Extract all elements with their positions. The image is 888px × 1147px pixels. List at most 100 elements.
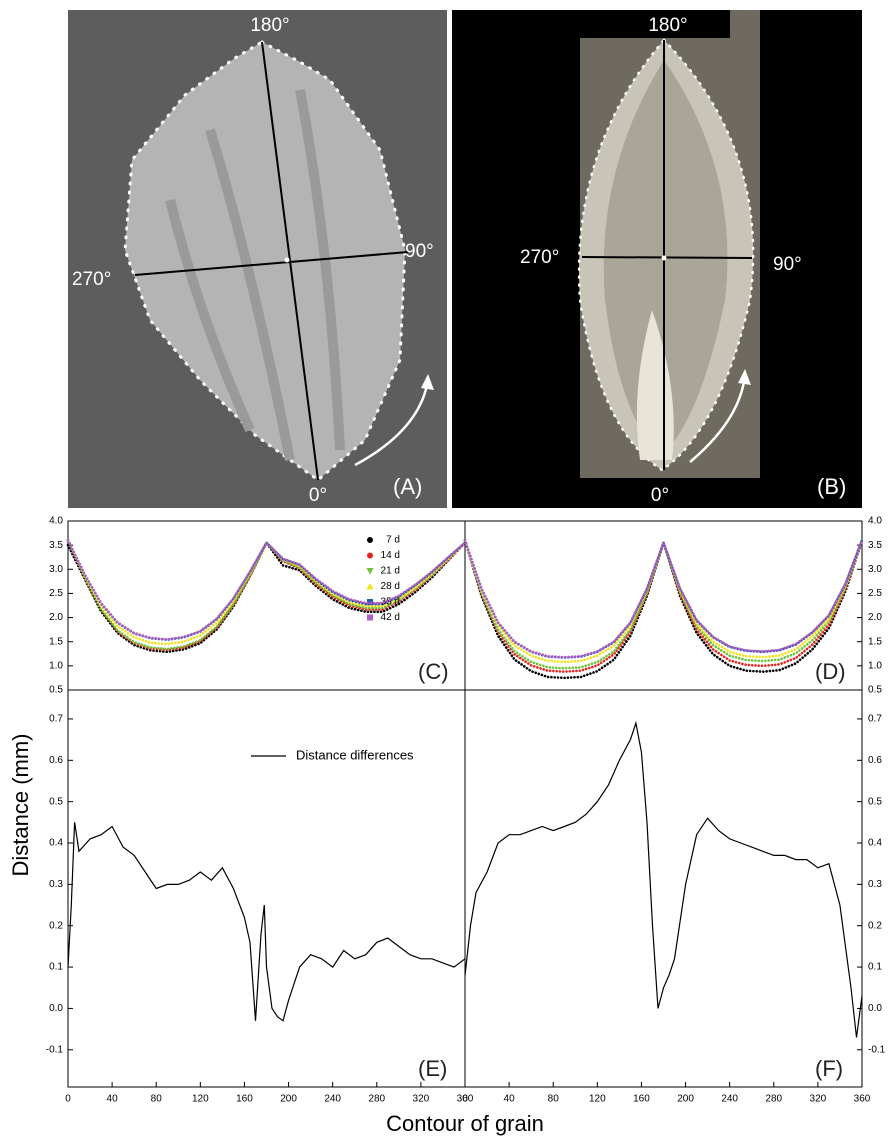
legend-marker [367,537,373,543]
grain-a-ridges [165,89,345,461]
legend-label: Distance differences [296,747,414,762]
y-tick-label: 1.5 [868,636,882,647]
angle-label: 90° [405,241,434,262]
y-tick-label: 0.5 [868,685,882,696]
x-tick-label: 0 [65,1094,71,1105]
angle-label: 0° [651,485,669,506]
plot-frame [67,520,466,691]
angle-label: 0° [309,485,327,506]
y-tick-label: 4.0 [868,516,882,527]
y-tick-label: 1.0 [868,660,882,671]
y-tick-label: 3.5 [868,540,882,551]
x-tick-label: 280 [368,1094,385,1105]
series-line [463,538,864,670]
y-axis-label: Distance (mm) [8,733,33,876]
y-tick-label: 0.3 [49,879,63,890]
series-line [463,538,864,659]
x-tick-label: 280 [765,1094,782,1105]
y-tick-label: 0.7 [868,714,882,725]
angle-label: 270° [72,269,111,290]
panel-label: (A) [393,474,422,499]
photo-b-strip [730,10,760,40]
legend-marker [367,614,373,621]
angle-label: 180° [648,15,687,36]
center-b [661,255,667,261]
y-tick-label: 0.1 [868,962,882,973]
x-tick-label: 80 [548,1094,560,1105]
legend-label: 28 d [381,581,400,592]
arrow-b [689,374,747,463]
y-tick-label: 3.0 [868,564,882,575]
panel-label: (E) [418,1056,447,1081]
x-tick-label: 200 [280,1094,297,1105]
y-tick-label: 3.0 [49,564,63,575]
series-line [66,540,467,654]
series-line [66,539,467,642]
x-tick-label: 360 [854,1094,871,1105]
y-tick-label: -0.1 [46,1044,64,1055]
y-tick-label: 0.7 [49,714,63,725]
y-tick-label: -0.1 [868,1044,886,1055]
panel-label: (D) [815,659,846,684]
series-line [463,538,864,664]
legend-marker [366,583,374,590]
legend-marker [366,568,374,575]
x-tick-label: 40 [107,1094,119,1105]
x-tick-label: 360 [457,1094,474,1105]
axis-line-a [134,251,409,276]
legend-label: 14 d [381,550,400,561]
y-tick-label: 0.2 [49,920,63,931]
x-tick-label: 160 [236,1094,253,1105]
y-tick-label: 0.6 [868,755,882,766]
y-tick-label: 1.0 [49,660,63,671]
y-tick-label: 2.5 [868,588,882,599]
y-tick-label: 4.0 [49,516,63,527]
legend-label: 7 d [386,535,400,546]
panel-label: (F) [815,1056,843,1081]
angle-label: 180° [250,15,289,36]
axis-line-b [581,256,753,259]
panel-label: (C) [418,659,449,684]
legend-label: 21 d [381,566,400,577]
y-tick-label: 3.5 [49,540,63,551]
x-tick-label: 0 [462,1094,468,1105]
center-a [284,257,290,263]
y-tick-label: 0.4 [868,838,882,849]
legend-label: 42 d [381,612,400,623]
y-tick-label: 0.5 [49,685,63,696]
y-tick-label: 0.5 [49,796,63,807]
series-line [67,822,466,1022]
legend-marker [367,552,373,559]
y-tick-label: 2.0 [49,612,63,623]
y-tick-label: 0.6 [49,755,63,766]
x-tick-label: 240 [721,1094,738,1105]
arrow-b-head [738,369,751,385]
x-tick-label: 40 [504,1094,516,1105]
y-tick-label: 1.5 [49,636,63,647]
y-tick-label: 0.4 [49,838,63,849]
x-tick-label: 120 [589,1094,606,1105]
x-tick-label: 240 [324,1094,341,1105]
y-tick-label: 0.5 [868,796,882,807]
x-tick-label: 120 [192,1094,209,1105]
y-tick-label: 0.0 [868,1003,882,1014]
plot-frame [464,689,863,1088]
x-tick-label: 200 [677,1094,694,1105]
panel-label: (B) [817,474,846,499]
series-line [464,720,863,1038]
series-line [463,538,864,659]
x-tick-label: 80 [151,1094,163,1105]
angle-label: 90° [773,254,802,275]
arrow-a-head [421,374,434,390]
x-tick-label: 320 [413,1094,430,1105]
legend-label: 35 d [381,597,400,608]
x-axis-label: Contour of grain [386,1111,544,1136]
y-tick-label: 0.2 [868,920,882,931]
series-line [66,539,467,641]
angle-label: 270° [520,247,559,268]
y-tick-label: 2.0 [868,612,882,623]
y-tick-label: 0.0 [49,1003,63,1014]
y-tick-label: 0.3 [868,879,882,890]
arrow-a [354,379,430,467]
